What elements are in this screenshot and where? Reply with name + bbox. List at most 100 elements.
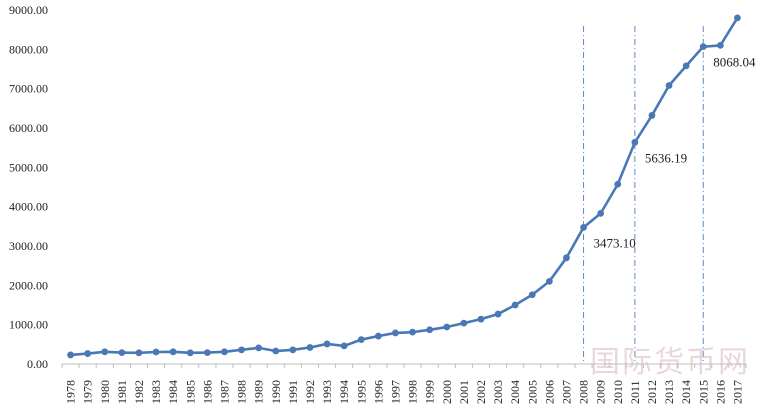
data-point — [101, 348, 109, 356]
data-point — [374, 332, 382, 340]
y-tick-label: 3000.00 — [9, 239, 48, 253]
data-point — [392, 329, 399, 337]
data-point — [545, 278, 553, 285]
x-tick-label: 1997 — [388, 380, 402, 404]
x-tick-label: 1999 — [423, 380, 437, 404]
data-point — [238, 346, 245, 354]
data-point — [614, 180, 622, 188]
x-tick-label: 2000 — [440, 380, 454, 404]
data-points — [67, 14, 741, 359]
data-point — [289, 346, 297, 354]
series-line-group — [70, 17, 739, 357]
x-tick-label: 1991 — [286, 380, 300, 404]
reference-lines — [583, 26, 704, 364]
data-point — [443, 323, 451, 331]
y-axis: 0.00 1000.00 2000.00 3000.00 4000.00 5000.00 6… — [9, 3, 48, 371]
data-point — [186, 349, 194, 357]
data-point — [67, 351, 74, 359]
x-tick-label: 2007 — [559, 380, 573, 404]
x-tick-label: 2013 — [662, 380, 676, 404]
x-tick-label: 2011 — [628, 380, 642, 404]
x-tick-label: 1985 — [183, 380, 197, 404]
x-tick-label: 2014 — [679, 380, 693, 404]
x-tick-label: 1981 — [115, 380, 129, 404]
x-tick-label: 2012 — [645, 380, 659, 404]
x-tick-label: 2016 — [713, 380, 727, 404]
data-point — [272, 347, 280, 355]
data-point — [203, 349, 211, 356]
x-tick-label: 2002 — [474, 380, 488, 404]
data-point — [152, 348, 160, 356]
data-point — [716, 42, 724, 49]
x-tick-label: 2003 — [491, 380, 505, 404]
data-point — [494, 310, 502, 318]
y-tick-label: 0.00 — [27, 357, 48, 371]
y-tick-label: 5000.00 — [9, 160, 48, 174]
data-point — [357, 336, 365, 344]
data-point — [682, 62, 690, 70]
data-point — [323, 340, 331, 348]
annotations: 3473.10 5636.19 8068.04 — [594, 55, 756, 251]
x-tick-label: 2001 — [457, 380, 471, 404]
x-tick-label: 1996 — [371, 380, 385, 404]
x-tick-label: 2006 — [542, 380, 556, 404]
data-point — [426, 326, 434, 334]
x-tick-label: 1987 — [217, 380, 231, 404]
x-tick-label: 1989 — [252, 380, 266, 404]
data-point — [648, 112, 656, 119]
data-point — [511, 301, 519, 309]
watermark-logo: 国际货币网 — [590, 345, 750, 380]
y-tick-label: 4000.00 — [9, 200, 48, 214]
data-point — [118, 349, 126, 356]
x-tick-label: 2009 — [594, 380, 608, 404]
y-tick-label: 7000.00 — [9, 82, 48, 96]
x-tick-label: 1980 — [98, 380, 112, 404]
x-tick-label: 1992 — [303, 380, 317, 404]
y-tick-label: 8000.00 — [9, 42, 48, 56]
x-tick-label: 2008 — [577, 380, 591, 404]
data-point — [563, 254, 570, 262]
data-label: 8068.04 — [713, 55, 756, 70]
data-point — [477, 315, 485, 323]
data-point — [255, 344, 263, 352]
data-point — [734, 14, 741, 22]
series-line — [70, 17, 739, 357]
data-label: 3473.10 — [594, 235, 636, 250]
x-tick-label: 1986 — [200, 380, 214, 404]
x-tick-label: 1995 — [354, 380, 368, 404]
data-point — [340, 342, 348, 350]
x-tick-label: 1978 — [64, 380, 78, 404]
y-tick-label: 2000.00 — [9, 278, 48, 292]
data-point — [699, 43, 707, 51]
x-tick-label: 2005 — [525, 380, 539, 404]
data-point — [631, 138, 639, 146]
x-tick-label: 1990 — [269, 380, 283, 404]
x-tick-label: 1982 — [132, 380, 146, 404]
x-tick-label: 1998 — [406, 380, 420, 404]
data-point — [169, 348, 177, 356]
data-point — [306, 344, 314, 351]
data-point — [528, 291, 536, 299]
x-tick-label: 1984 — [166, 380, 180, 404]
data-point — [580, 223, 587, 231]
data-point — [221, 348, 228, 356]
data-point — [460, 319, 468, 327]
y-tick-label: 9000.00 — [9, 3, 48, 17]
x-tick-label: 1993 — [320, 380, 334, 404]
x-tick-label: 2010 — [611, 380, 625, 404]
x-tick-label: 1988 — [235, 380, 249, 404]
x-tick-label: 2015 — [696, 380, 710, 404]
data-label: 5636.19 — [645, 150, 687, 165]
x-tick-label: 2017 — [730, 380, 744, 404]
x-tick-label: 1979 — [81, 380, 95, 404]
x-axis: 1978 1979 1980 1981 1982 1983 1984 1985 1986 1987… — [61, 363, 747, 404]
data-point — [84, 350, 92, 357]
x-tick-label: 1983 — [149, 380, 163, 404]
y-tick-label: 1000.00 — [9, 318, 48, 332]
data-point — [409, 328, 416, 336]
x-tick-label: 2004 — [508, 380, 522, 404]
data-point — [665, 82, 673, 89]
data-point — [597, 209, 605, 217]
x-tick-label: 1994 — [337, 380, 351, 404]
